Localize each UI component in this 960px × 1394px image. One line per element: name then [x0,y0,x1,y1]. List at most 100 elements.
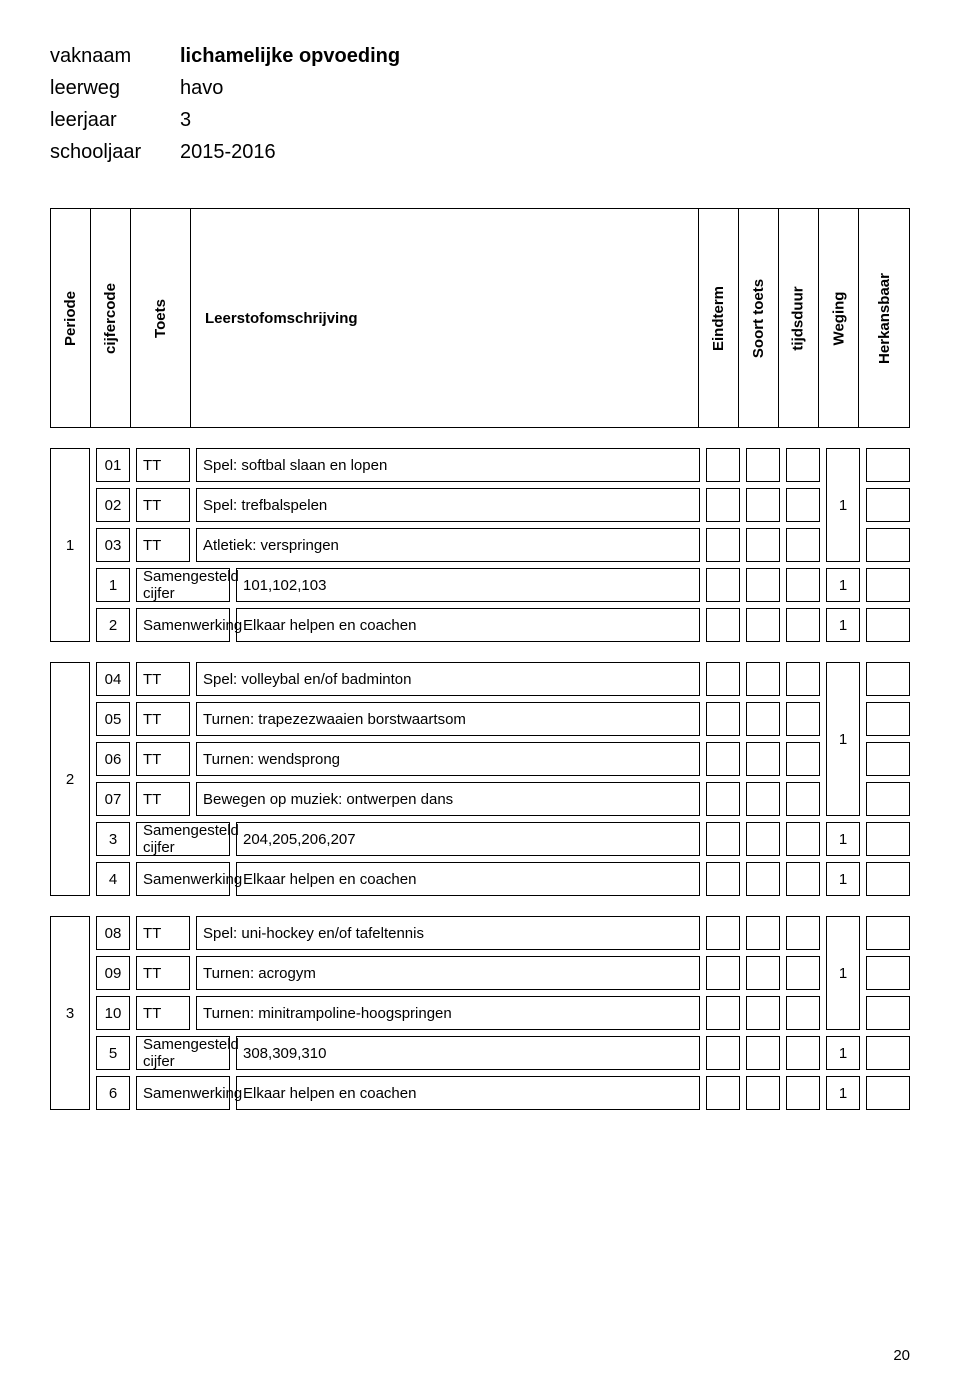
tijdsduur-cell [786,956,820,990]
schooljaar-value: 2015-2016 [180,136,276,168]
cijfercode-cell: 4 [96,862,130,896]
eindterm-cell [706,528,740,562]
tijdsduur-cell [786,862,820,896]
desc-cell: Spel: volleybal en/of badminton [196,662,700,696]
cijfercode-cell: 2 [96,608,130,642]
weging-cell: 1 [826,1036,860,1070]
weging-merged-cell: 1 [826,662,860,816]
tijdsduur-cell [786,702,820,736]
periode-cell: 3 [50,916,90,1110]
leerweg-label: leerweg [50,72,180,104]
table-row: 03TTAtletiek: verspringen [96,528,820,562]
toets-cell: TT [136,662,190,696]
desc-cell: Turnen: acrogym [196,956,700,990]
table-row: 07TTBewegen op muziek: ontwerpen dans [96,782,820,816]
table-row: 1Samengesteld cijfer101,102,1031 [96,568,910,602]
herkansbaar-cell [866,822,910,856]
soort-cell [746,702,780,736]
toets-cell: Samenwerking [136,608,230,642]
table-row: 09TTTurnen: acrogym [96,956,820,990]
herkansbaar-cell [866,448,910,482]
cijfercode-cell: 10 [96,996,130,1030]
weging-cell: 1 [826,1076,860,1110]
header-eindterm: Eindterm [710,285,727,350]
cijfercode-cell: 3 [96,822,130,856]
herkansbaar-cell [866,608,910,642]
tijdsduur-cell [786,528,820,562]
soort-cell [746,488,780,522]
eindterm-cell [706,702,740,736]
herkansbaar-cell [866,1076,910,1110]
desc-cell: Elkaar helpen en coachen [236,608,700,642]
toets-cell: TT [136,488,190,522]
periode-group: 308TTSpel: uni-hockey en/of tafeltennis0… [50,916,910,1110]
desc-cell: 204,205,206,207 [236,822,700,856]
soort-cell [746,1076,780,1110]
table-row: 6SamenwerkingElkaar helpen en coachen1 [96,1076,910,1110]
desc-cell: 101,102,103 [236,568,700,602]
toets-cell: Samenwerking [136,862,230,896]
herkansbaar-cell [866,996,910,1030]
desc-cell: Bewegen op muziek: ontwerpen dans [196,782,700,816]
table-row: 04TTSpel: volleybal en/of badminton [96,662,820,696]
desc-cell: Turnen: wendsprong [196,742,700,776]
toets-cell: TT [136,742,190,776]
page-number: 20 [893,1347,910,1364]
herkansbaar-cell [866,782,910,816]
tijdsduur-cell [786,996,820,1030]
herkansbaar-cell [866,528,910,562]
toets-cell: TT [136,956,190,990]
header-leerstof: Leerstofomschrijving [205,310,358,327]
cijfercode-cell: 09 [96,956,130,990]
desc-cell: Spel: trefbalspelen [196,488,700,522]
header-herkansbaar: Herkansbaar [876,273,893,364]
eindterm-cell [706,956,740,990]
cijfercode-cell: 08 [96,916,130,950]
soort-cell [746,822,780,856]
tijdsduur-cell [786,608,820,642]
toets-cell: TT [136,448,190,482]
herkansbaar-cell [866,1036,910,1070]
eindterm-cell [706,568,740,602]
toets-cell: Samenwerking [136,1076,230,1110]
header-soort: Soort toets [750,278,767,357]
eindterm-cell [706,448,740,482]
vaknaam-value: lichamelijke opvoeding [180,40,400,72]
desc-cell: Spel: softbal slaan en lopen [196,448,700,482]
eindterm-cell [706,488,740,522]
periode-cell: 2 [50,662,90,896]
toets-cell: TT [136,702,190,736]
desc-cell: Turnen: minitrampoline-hoogspringen [196,996,700,1030]
eindterm-cell [706,822,740,856]
soort-cell [746,996,780,1030]
table-row: 2SamenwerkingElkaar helpen en coachen1 [96,608,910,642]
header-weging: Weging [830,291,847,345]
toets-cell: TT [136,996,190,1030]
tijdsduur-cell [786,1036,820,1070]
leerweg-value: havo [180,72,223,104]
leerjaar-value: 3 [180,104,191,136]
cijfercode-cell: 02 [96,488,130,522]
meta-block: vaknaam lichamelijke opvoeding leerweg h… [50,40,910,168]
cijfercode-cell: 06 [96,742,130,776]
eindterm-cell [706,1036,740,1070]
herkansbaar-cell [866,662,910,696]
eindterm-cell [706,1076,740,1110]
eindterm-cell [706,916,740,950]
tijdsduur-cell [786,782,820,816]
toets-cell: TT [136,916,190,950]
soort-cell [746,782,780,816]
weging-cell: 1 [826,822,860,856]
weging-merged-cell: 1 [826,448,860,562]
soort-cell [746,608,780,642]
herkansbaar-cell [866,862,910,896]
cijfercode-cell: 05 [96,702,130,736]
leerjaar-label: leerjaar [50,104,180,136]
table-row: 08TTSpel: uni-hockey en/of tafeltennis [96,916,820,950]
header-cijfercode: cijfercode [102,283,119,354]
soort-cell [746,916,780,950]
table-row: 4SamenwerkingElkaar helpen en coachen1 [96,862,910,896]
eindterm-cell [706,742,740,776]
tijdsduur-cell [786,488,820,522]
cijfercode-cell: 01 [96,448,130,482]
